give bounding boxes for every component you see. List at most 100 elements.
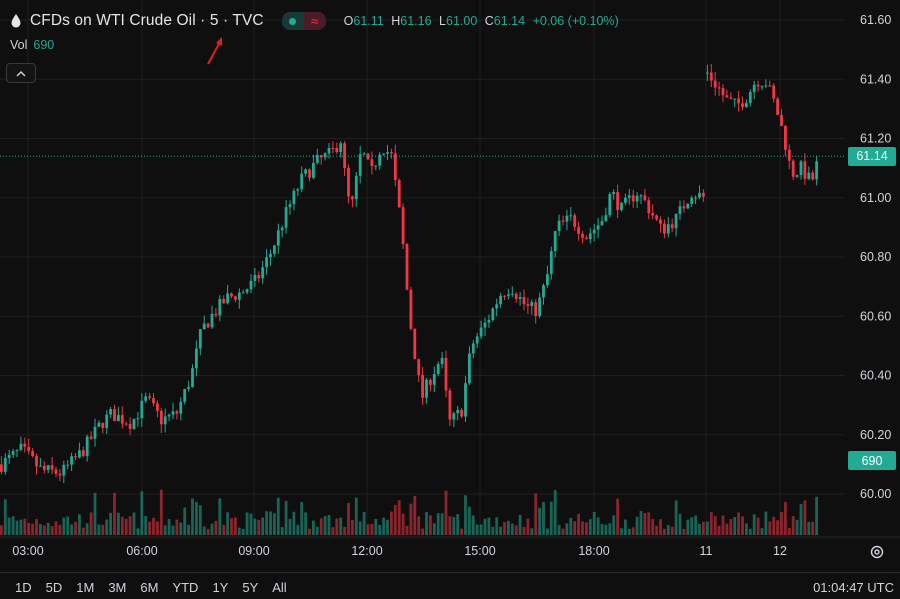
candle-body [745,103,748,108]
volume-bar [706,521,709,535]
candle-body [35,456,38,467]
candle-body [651,212,655,216]
volume-bar [241,528,245,535]
volume-bar [362,511,366,535]
candle-body [195,348,198,369]
range-1m[interactable]: 1M [76,580,95,595]
range-5y[interactable]: 5Y [242,580,259,595]
candle-body [530,302,534,306]
time-axis[interactable]: 03:00 06:00 09:00 12:00 15:00 18:00 11 12 [12,544,787,558]
range-all[interactable]: All [272,580,287,595]
volume-bar [784,501,787,535]
candle-body [46,465,50,470]
candle-body [627,195,631,198]
candle-body [694,197,697,199]
volume-bar [674,500,678,535]
candle-body [526,304,530,306]
candle-body [553,231,557,252]
volume-bar [70,524,73,535]
candle-body [624,197,627,203]
candle-body [760,86,764,88]
volume-bar [483,518,487,535]
candle-body [93,426,97,439]
high-value: 61.16 [400,14,432,28]
range-6m[interactable]: 6M [140,580,159,595]
volume-legend: Vol 690 [10,38,54,52]
volume-bar [666,525,670,535]
candle-body [561,220,565,222]
market-status[interactable]: ≈ [281,12,326,30]
candle-body [327,147,331,154]
volume-bar [300,501,304,535]
candle-body [237,292,241,300]
volume-bar [62,517,66,535]
candle-body [456,410,460,414]
candle-body [300,173,304,190]
volume-bar [651,519,655,535]
candle-body [518,297,522,299]
volume-bar [218,498,222,535]
range-5d[interactable]: 5D [45,580,63,595]
volume-bar [3,499,7,535]
candle-body [183,388,187,402]
volume-bar [159,489,163,535]
candle-body [113,409,116,422]
volume-bar [764,511,768,535]
volume-bar [655,525,658,535]
candle-body [362,153,366,155]
volume-value: 690 [33,38,55,52]
volume-bar [452,517,456,535]
volume-bar [694,515,697,535]
separator-2: · [218,12,233,29]
candle-body [42,465,46,470]
volume-bar [440,513,444,535]
chart-settings-icon[interactable] [869,544,885,560]
data-delay-icon: ≈ [303,12,326,30]
candle-body [81,450,85,456]
volume-bar [464,495,467,535]
volume-bar [479,524,483,535]
price-chart[interactable]: 61.60 61.40 61.20 61.00 60.80 60.60 60.40 60.20… [0,0,900,572]
symbol-title[interactable]: CFDs on WTI Crude Oil · 5 · TVC [30,12,264,30]
oil-drop-icon [11,14,21,28]
volume-bar [752,514,756,535]
volume-value-label: 690 [848,451,896,470]
volume-bar [101,524,105,535]
volume-bar [542,501,545,535]
candle-body [791,160,795,177]
volume-bar [514,525,518,535]
candle-body [581,233,584,238]
range-3m[interactable]: 3M [108,580,127,595]
candle-body [280,227,284,231]
volume-bar [148,521,151,535]
candle-body [354,175,358,200]
volume-bar [198,505,202,535]
volume-bar [304,512,307,535]
volume-bar [58,524,62,535]
candle-body [471,343,475,354]
volume-bar [795,519,799,535]
candles [0,63,818,484]
time-tick-label: 12:00 [351,544,382,558]
candle-body [187,387,190,389]
range-1d[interactable]: 1D [15,580,32,595]
candle-body [635,195,639,202]
candle-body [612,192,616,195]
volume-bar [370,524,374,535]
volume-bar [549,501,553,535]
volume-bar [234,517,237,535]
chevron-up-icon [16,70,26,76]
candle-body [639,195,643,197]
utc-clock[interactable]: 01:04:47 UTC [813,580,894,595]
price-axis[interactable]: 61.60 61.40 61.20 61.00 60.80 60.60 60.40 60.20… [860,13,891,501]
candle-body [429,379,432,385]
range-ytd[interactable]: YTD [172,580,199,595]
candle-body [230,293,233,297]
collapse-legend-button[interactable] [6,63,36,83]
range-1y[interactable]: 1Y [212,580,229,595]
volume-bar [631,527,635,535]
candle-body [756,84,760,87]
volume-bar [659,519,662,535]
volume-bar [85,523,89,535]
volume-bar [113,492,116,535]
